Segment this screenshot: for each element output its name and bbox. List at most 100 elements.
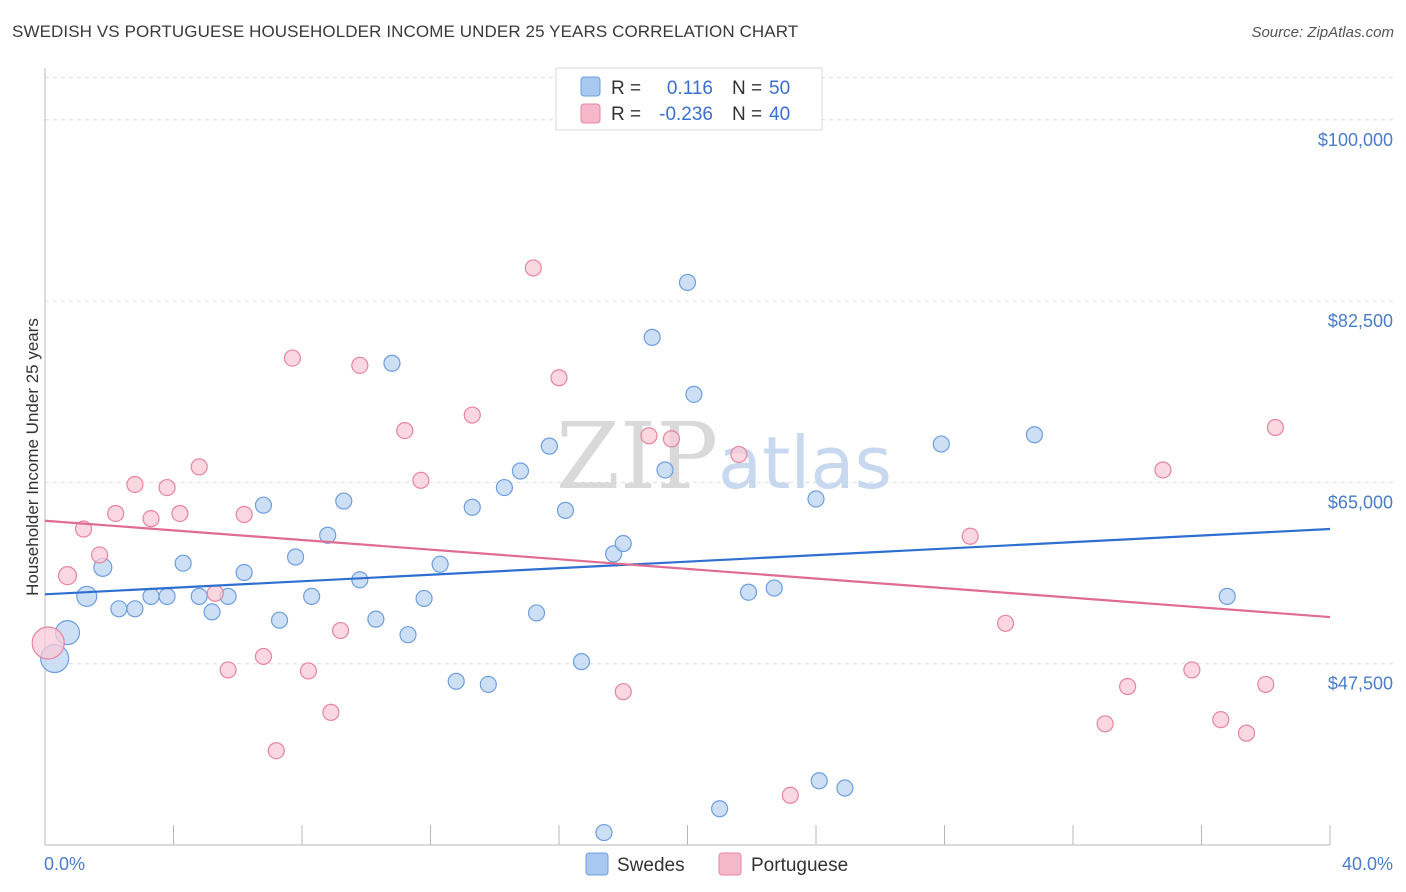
swedes-point-4 xyxy=(110,600,128,618)
portuguese-point-17 xyxy=(322,703,340,721)
swedes-point-31 xyxy=(540,437,558,455)
portuguese-trend-line xyxy=(44,519,1331,619)
portuguese-point-7 xyxy=(158,478,176,497)
series-label-swedes: Swedes xyxy=(617,855,685,876)
legend-r-label-swedes: R = xyxy=(611,78,641,99)
swedes-point-22 xyxy=(399,626,417,644)
portuguese-point-33 xyxy=(1119,677,1137,696)
swedes-point-26 xyxy=(463,498,481,516)
swedes-point-41 xyxy=(711,800,729,818)
swedes-point-25 xyxy=(447,672,465,690)
trend-lines xyxy=(44,519,1331,619)
x-tick-label-max: 40.0% xyxy=(1342,854,1393,874)
swedes-point-40 xyxy=(685,385,703,403)
legend-box xyxy=(555,67,823,131)
portuguese-point-26 xyxy=(640,427,658,445)
swedes-point-36 xyxy=(614,534,632,553)
swedes-point-39 xyxy=(678,273,697,292)
portuguese-point-1 xyxy=(57,566,78,586)
series-label-portuguese: Portuguese xyxy=(751,855,848,876)
x-axis-ticks xyxy=(173,825,1331,845)
portuguese-point-36 xyxy=(1212,711,1230,729)
legend-n-label-swedes: N = xyxy=(732,78,762,99)
legend-r-value-portuguese: -0.236 xyxy=(659,104,713,125)
swedes-point-44 xyxy=(807,490,825,508)
series-swatch-swedes xyxy=(585,852,609,876)
portuguese-point-25 xyxy=(614,683,632,701)
y-axis-label: Householder Income Under 25 years xyxy=(23,318,42,596)
swedes-point-34 xyxy=(595,823,613,842)
swedes-point-15 xyxy=(286,548,305,566)
legend-n-label-portuguese: N = xyxy=(732,104,762,125)
portuguese-point-21 xyxy=(412,471,430,489)
portuguese-point-0 xyxy=(31,626,65,660)
correlation-legend: R = 0.116 N = 50 R = -0.236 N = 40 xyxy=(555,67,823,131)
swedes-point-18 xyxy=(335,492,353,510)
portuguese-point-23 xyxy=(524,259,542,277)
watermark-zip: ZIP xyxy=(556,403,718,510)
portuguese-point-22 xyxy=(463,406,481,424)
swedes-point-14 xyxy=(270,611,289,629)
portuguese-point-24 xyxy=(550,369,568,387)
legend-n-value-swedes: 50 xyxy=(769,78,790,99)
y-tick-label-3: $100,000 xyxy=(1318,130,1393,150)
portuguese-point-12 xyxy=(235,505,253,524)
portuguese-point-29 xyxy=(781,786,799,804)
swedes-point-27 xyxy=(479,675,497,694)
portuguese-point-30 xyxy=(961,527,979,545)
y-tick-label-1: $65,000 xyxy=(1328,492,1393,512)
portuguese-point-4 xyxy=(107,504,125,523)
swedes-point-48 xyxy=(1025,426,1044,444)
portuguese-point-10 xyxy=(206,584,224,602)
swedes-point-20 xyxy=(367,610,385,628)
y-axis-tick-labels: $47,500 $65,000 $82,500 $100,000 xyxy=(1318,130,1393,694)
portuguese-point-15 xyxy=(283,349,301,367)
swedes-point-30 xyxy=(527,604,546,622)
y-tick-label-2: $82,500 xyxy=(1328,311,1393,331)
swedes-point-24 xyxy=(431,555,449,573)
portuguese-point-19 xyxy=(351,356,369,374)
series-legend: Swedes Portuguese xyxy=(585,852,848,876)
swedes-point-2 xyxy=(76,585,98,607)
source-credit: Source: ZipAtlas.com xyxy=(1251,24,1394,41)
portuguese-point-14 xyxy=(267,742,285,760)
swedes-point-49 xyxy=(1218,587,1236,605)
portuguese-point-9 xyxy=(190,458,208,476)
swedes-point-8 xyxy=(174,554,192,572)
swedes-point-28 xyxy=(495,478,513,497)
x-tick-label-min: 0.0% xyxy=(44,854,85,874)
portuguese-point-38 xyxy=(1257,675,1275,694)
swedes-point-46 xyxy=(836,779,854,797)
portuguese-point-8 xyxy=(171,504,189,523)
legend-swatch-swedes xyxy=(580,76,601,97)
swedes-point-6 xyxy=(142,587,160,605)
swedes-point-42 xyxy=(739,583,758,601)
series-swatch-portuguese xyxy=(718,852,742,876)
portuguese-point-28 xyxy=(730,445,748,464)
watermark-atlas: atlas xyxy=(718,421,892,505)
portuguese-point-3 xyxy=(91,546,109,564)
portuguese-point-6 xyxy=(142,510,160,528)
legend-n-value-portuguese: 40 xyxy=(769,104,790,125)
swedes-trend-line xyxy=(44,527,1331,596)
portuguese-point-5 xyxy=(126,475,144,494)
portuguese-point-37 xyxy=(1237,724,1256,742)
legend-r-value-swedes: 0.116 xyxy=(667,78,713,99)
swedes-point-7 xyxy=(158,587,176,605)
swedes-point-10 xyxy=(203,603,221,621)
data-points xyxy=(31,259,1284,842)
portuguese-point-20 xyxy=(396,422,414,440)
swedes-point-23 xyxy=(415,589,433,608)
portuguese-point-31 xyxy=(996,614,1015,632)
y-tick-label-0: $47,500 xyxy=(1328,674,1393,694)
swedes-point-13 xyxy=(254,496,273,514)
swedes-point-47 xyxy=(932,435,950,453)
swedes-point-43 xyxy=(765,579,783,597)
portuguese-point-34 xyxy=(1154,461,1172,479)
portuguese-point-35 xyxy=(1183,661,1201,679)
legend-swatch-portuguese xyxy=(580,103,601,124)
portuguese-point-39 xyxy=(1266,418,1284,437)
chart-title: SWEDISH VS PORTUGUESE HOUSEHOLDER INCOME… xyxy=(12,22,799,41)
swedes-point-33 xyxy=(572,653,591,671)
